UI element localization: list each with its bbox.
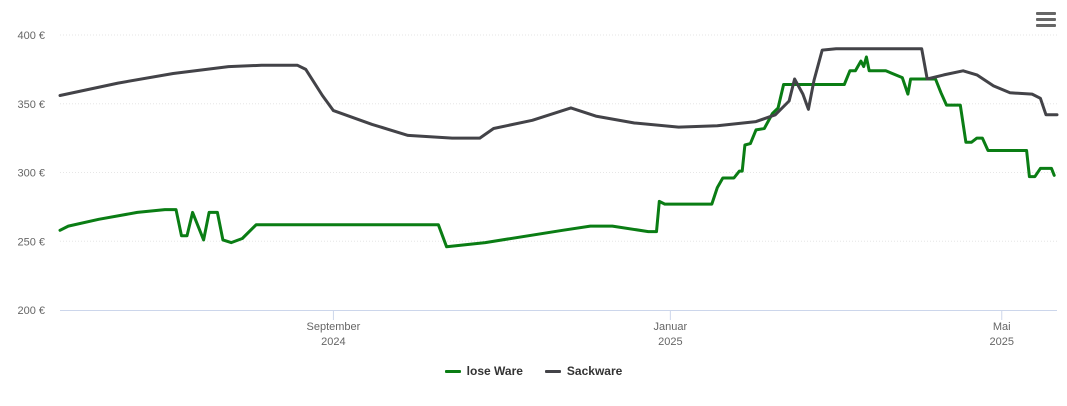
chart-menu-button[interactable] <box>1036 12 1056 30</box>
x-tick-label-year: 2024 <box>321 336 345 348</box>
legend: lose Ware Sackware <box>0 364 1067 378</box>
x-tick-label: Mai <box>993 321 1011 333</box>
x-tick-label: Januar <box>654 321 688 333</box>
x-tick-label-year: 2025 <box>990 336 1014 348</box>
y-tick-label: 400 € <box>17 30 45 42</box>
y-axis: 200 € 250 € 300 € 350 € 400 € <box>17 30 45 317</box>
x-tick-label: September <box>307 321 361 333</box>
legend-swatch-sackware <box>544 369 561 373</box>
series-group <box>58 47 1059 249</box>
y-tick-label: 300 € <box>17 168 45 180</box>
legend-item-lose-ware[interactable]: lose Ware <box>444 364 523 378</box>
y-tick-label: 350 € <box>17 99 45 111</box>
legend-item-sackware[interactable]: Sackware <box>544 364 623 378</box>
x-axis: September 2024 Januar 2025 Mai 2025 <box>60 310 1057 348</box>
grid-lines <box>60 34 1057 242</box>
x-tick-label-year: 2025 <box>658 336 682 348</box>
series-line-sackware[interactable] <box>58 47 1059 140</box>
hamburger-icon <box>1036 12 1056 15</box>
legend-swatch-lose-ware <box>444 369 461 373</box>
y-tick-label: 200 € <box>17 305 45 317</box>
legend-label-lose-ware: lose Ware <box>466 364 523 378</box>
legend-label-sackware: Sackware <box>566 364 623 378</box>
y-tick-label: 250 € <box>17 236 45 248</box>
series-line-lose-ware[interactable] <box>58 55 1056 249</box>
